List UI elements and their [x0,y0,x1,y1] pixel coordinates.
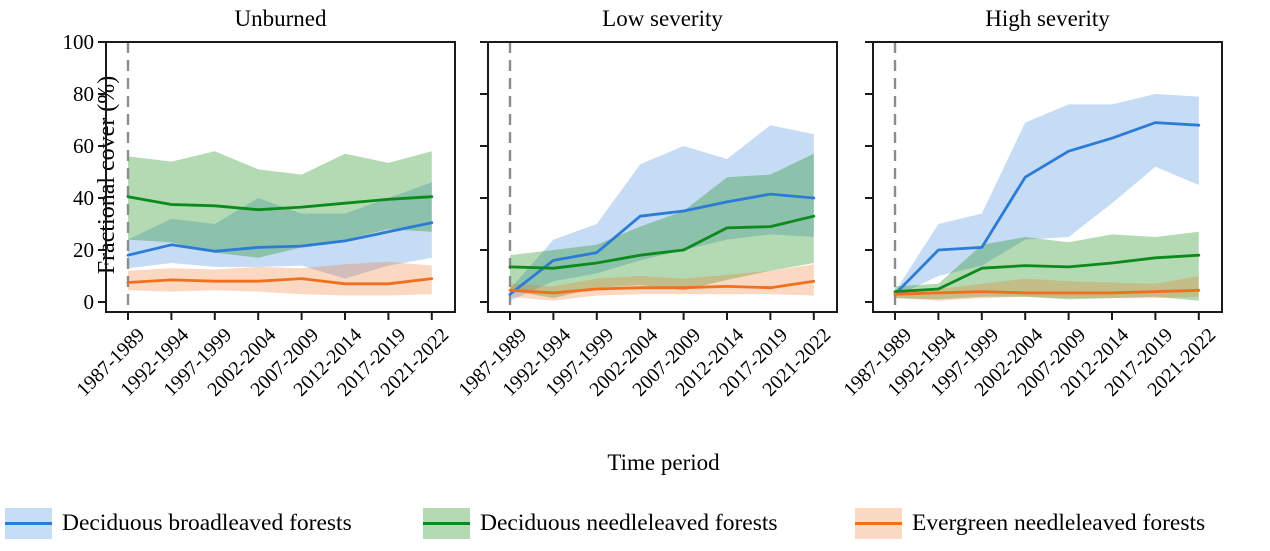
legend-swatch-blue-icon [5,508,52,539]
legend-label: Deciduous broadleaved forests [62,510,352,536]
panel-title-unburned: Unburned [234,6,327,31]
plot-area-high-severity [865,41,1223,320]
legend-item-deciduous-broadleaved: Deciduous broadleaved forests [5,508,352,539]
legend-item-evergreen-needleleaved: Evergreen needleleaved forests [855,508,1205,539]
legend-swatch-orange-icon [855,508,902,539]
plot-area-low-severity [480,41,838,320]
plot-area-unburned [98,41,456,320]
panel-title-high-severity: High severity [985,6,1110,31]
y-tick-label: 20 [73,238,94,262]
legend-label: Deciduous needleleaved forests [480,510,778,536]
legend-line-blue-icon [5,522,52,525]
legend-item-deciduous-needleleaved: Deciduous needleleaved forests [423,508,778,539]
y-tick-label: 60 [73,134,94,158]
legend-line-green-icon [423,522,470,525]
legend-label: Evergreen needleleaved forests [912,510,1206,536]
y-tick-label: 40 [73,186,94,210]
y-tick-label: 0 [83,290,95,314]
legend-swatch-green-icon [423,508,470,539]
panel-title-low-severity: Low severity [602,6,723,31]
x-axis-label: Time period [607,450,720,475]
legend-line-orange-icon [855,522,902,525]
y-tick-label: 100 [62,30,95,54]
y-tick-label: 80 [73,82,94,106]
legend: Deciduous broadleaved forests Deciduous … [0,508,1270,548]
